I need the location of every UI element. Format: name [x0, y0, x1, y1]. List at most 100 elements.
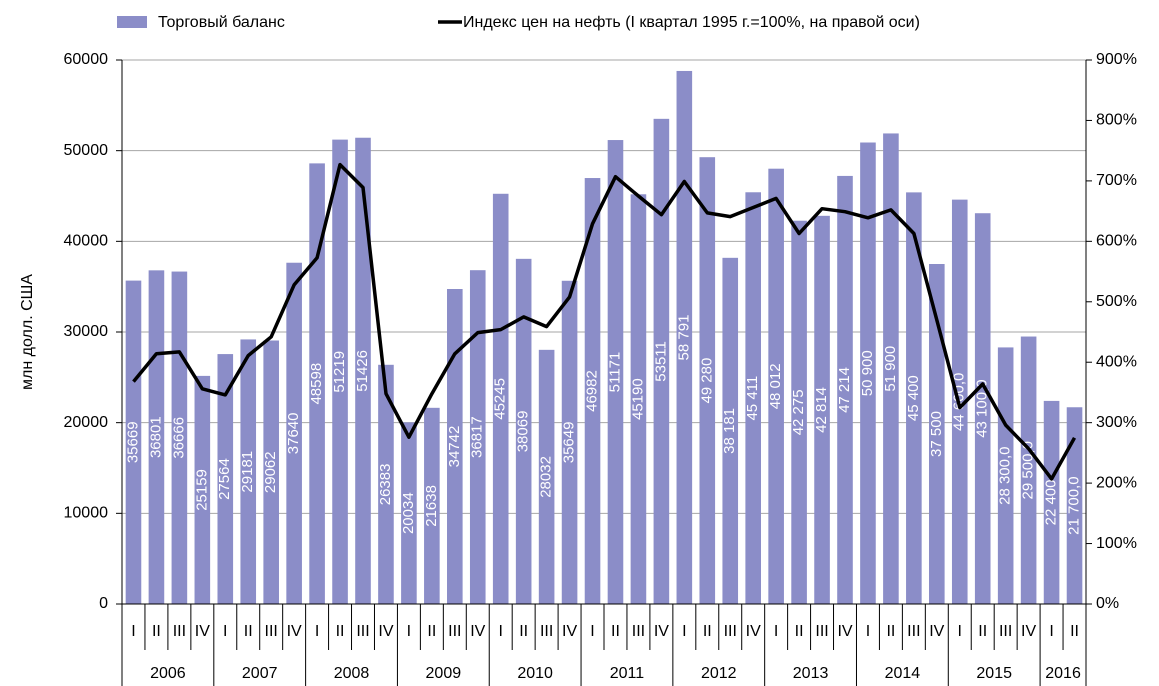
line-series: [132, 162, 1077, 481]
value-label: 45245: [492, 378, 509, 420]
y-tick-label: 60000: [64, 51, 109, 68]
x-group-label: 2010: [517, 665, 553, 682]
x-group-label: 2009: [426, 665, 462, 682]
x-tick-label: III: [356, 623, 369, 640]
x-tick-label: I: [958, 623, 962, 640]
bar: [906, 192, 922, 604]
x-tick-label: IV: [378, 623, 393, 640]
x-group-label: 2007: [242, 665, 278, 682]
y2-tick-label: 0%: [1096, 595, 1119, 612]
bar: [240, 339, 257, 604]
y-tick-label: 0: [99, 595, 108, 612]
x-tick-label: II: [611, 623, 620, 640]
y-tick-label: 10000: [64, 505, 109, 522]
x-tick-label: I: [131, 623, 135, 640]
bar: [584, 178, 601, 605]
value-label: 51426: [354, 350, 371, 392]
legend-label: Индекс цен на нефть (I квартал 1995 г.=1…: [463, 14, 920, 31]
value-label: 28 300,0: [997, 447, 1014, 505]
bar: [814, 215, 830, 604]
legend-label: Торговый баланс: [158, 14, 285, 31]
x-tick-label: I: [315, 623, 319, 640]
value-label: 36666: [170, 417, 187, 459]
bar: [538, 349, 555, 604]
value-label: 21638: [423, 485, 440, 527]
bar: [492, 193, 509, 604]
value-label: 27564: [216, 458, 233, 500]
x-group-label: 2006: [150, 665, 186, 682]
value-label: 58 791: [675, 315, 692, 361]
bar: [883, 133, 899, 604]
y-tick-label: 30000: [64, 323, 109, 340]
x-tick-label: III: [815, 623, 828, 640]
bar: [860, 142, 876, 605]
x-group-label: 2013: [793, 665, 829, 682]
value-label: 28032: [538, 456, 555, 498]
x-tick-label: III: [999, 623, 1012, 640]
value-label: 38 181: [721, 408, 738, 454]
bar: [1043, 400, 1060, 604]
x-tick-label: IV: [837, 623, 852, 640]
value-label: 53511: [652, 341, 669, 382]
bar: [791, 220, 807, 604]
x-group-label: 2011: [610, 665, 645, 682]
x-group-label: 2008: [334, 665, 370, 682]
x-tick-label: II: [519, 623, 528, 640]
value-label: 51 900: [882, 346, 899, 392]
value-label: 29181: [239, 451, 256, 493]
x-tick-label: II: [978, 623, 987, 640]
x-tick-label: III: [448, 623, 461, 640]
value-label: 50 900: [859, 350, 876, 396]
y-axis-label: млн долл. США: [19, 274, 36, 390]
bar: [1020, 336, 1037, 604]
x-tick-label: IV: [195, 623, 210, 640]
value-label: 35669: [124, 421, 141, 463]
value-label: 22 400: [1043, 480, 1060, 526]
bar: [630, 194, 647, 604]
value-label: 26383: [377, 464, 394, 506]
x-tick-label: IV: [929, 623, 944, 640]
x-group-label: 2014: [885, 665, 921, 682]
value-label: 21 700,0: [1065, 476, 1082, 534]
x-tick-label: III: [173, 623, 186, 640]
x-tick-label: III: [724, 623, 737, 640]
bar: [929, 264, 945, 604]
value-label: 20034: [400, 492, 417, 534]
x-tick-label: IV: [1021, 623, 1036, 640]
x-tick-label: IV: [562, 623, 577, 640]
bar: [974, 213, 991, 604]
bar: [378, 364, 394, 604]
y2-tick-label: 100%: [1096, 535, 1137, 552]
bar: [469, 270, 486, 604]
value-label: 51219: [331, 351, 348, 393]
x-tick-label: III: [265, 623, 278, 640]
x-tick-label: I: [407, 623, 411, 640]
bar: [263, 340, 279, 604]
x-tick-label: III: [632, 623, 645, 640]
bar: [355, 137, 371, 604]
x-tick-label: II: [152, 623, 161, 640]
x-tick-label: II: [244, 623, 253, 640]
x-tick-label: I: [774, 623, 778, 640]
y2-tick-label: 500%: [1096, 293, 1137, 310]
value-label: 49 280: [698, 358, 715, 404]
x-tick-label: I: [682, 623, 686, 640]
value-label: 47 214: [836, 367, 853, 413]
value-label: 25159: [193, 469, 210, 511]
value-label: 45190: [629, 378, 646, 420]
y2-tick-label: 600%: [1096, 233, 1137, 250]
value-label: 46982: [583, 370, 600, 412]
bar: [424, 407, 440, 604]
bar: [699, 157, 716, 604]
value-label: 34742: [446, 426, 463, 468]
x-group-label: 2015: [976, 665, 1012, 682]
value-label: 42 275: [790, 389, 807, 435]
value-label: 35649: [561, 422, 578, 464]
bar: [515, 258, 532, 604]
y2-tick-label: 200%: [1096, 474, 1137, 491]
value-label: 38069: [515, 411, 532, 453]
value-label: 51171: [606, 352, 623, 393]
y-tick-label: 50000: [64, 142, 109, 159]
y2-tick-label: 700%: [1096, 172, 1137, 189]
